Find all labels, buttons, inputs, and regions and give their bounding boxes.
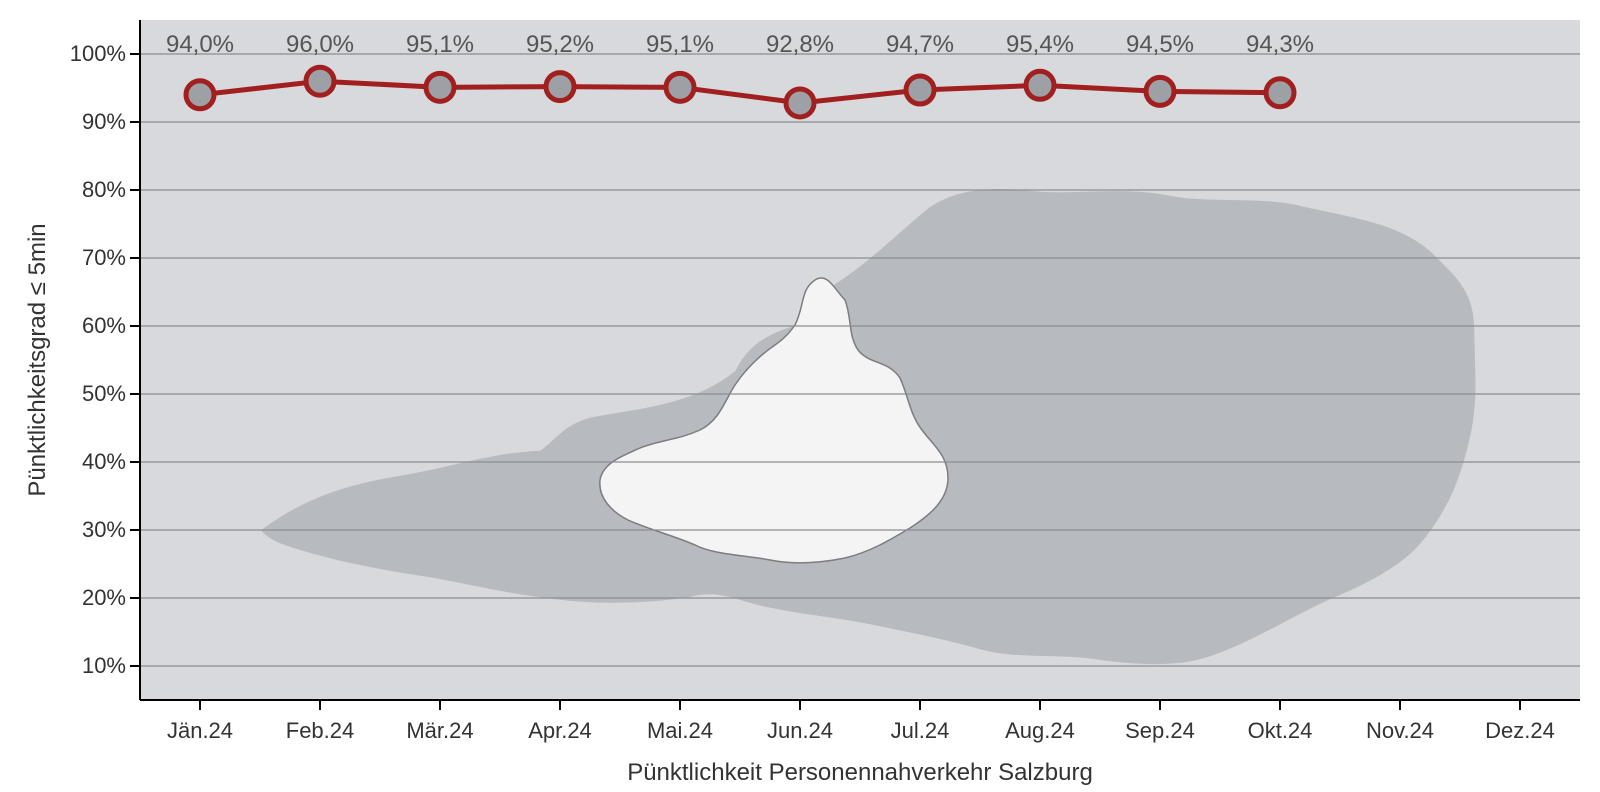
data-marker: [1266, 79, 1294, 107]
value-label: 95,1%: [646, 31, 714, 58]
y-tick-label: 90%: [82, 109, 126, 134]
x-tick-label: Nov.24: [1366, 718, 1434, 743]
y-tick-label: 50%: [82, 381, 126, 406]
y-tick-label: 40%: [82, 449, 126, 474]
y-tick-label: 10%: [82, 653, 126, 678]
data-marker: [426, 73, 454, 101]
x-tick-label: Mär.24: [406, 718, 473, 743]
value-label: 94,5%: [1126, 31, 1194, 58]
x-tick-label: Sep.24: [1125, 718, 1195, 743]
x-tick-label: Mai.24: [647, 718, 713, 743]
data-marker: [906, 76, 934, 104]
x-tick-label: Jun.24: [767, 718, 833, 743]
value-label: 95,1%: [406, 31, 474, 58]
x-tick-label: Feb.24: [286, 718, 355, 743]
y-tick-label: 30%: [82, 517, 126, 542]
data-marker: [186, 81, 214, 109]
value-label: 95,2%: [526, 31, 594, 58]
x-tick-label: Jän.24: [167, 718, 233, 743]
value-label: 94,0%: [166, 31, 234, 58]
y-tick-label: 20%: [82, 585, 126, 610]
value-label: 94,7%: [886, 31, 954, 58]
value-label: 94,3%: [1246, 31, 1314, 58]
punctuality-chart: 10% 20% 30% 40% 50% 60% 70% 80% 90% 100% Jän.24 Feb…: [0, 0, 1600, 792]
data-marker: [1026, 71, 1054, 99]
data-marker: [546, 73, 574, 101]
value-label: 96,0%: [286, 31, 354, 58]
x-axis-label: Pünktlichkeit Personennahverkehr Salzbur…: [627, 759, 1093, 786]
data-marker: [1146, 77, 1174, 105]
data-marker: [306, 67, 334, 95]
value-label: 95,4%: [1006, 31, 1074, 58]
x-tick-label: Apr.24: [528, 718, 592, 743]
y-tick-label: 100%: [70, 41, 126, 66]
y-tick-label: 70%: [82, 245, 126, 270]
y-axis-label: Pünktlichkeitsgrad ≤ 5min: [24, 223, 51, 496]
x-tick-label: Aug.24: [1005, 718, 1075, 743]
value-label: 92,8%: [766, 31, 834, 58]
x-tick-label: Dez.24: [1485, 718, 1555, 743]
x-tick-label: Jul.24: [891, 718, 950, 743]
y-tick-label: 60%: [82, 313, 126, 338]
data-marker: [666, 73, 694, 101]
data-marker: [786, 89, 814, 117]
x-tick-label: Okt.24: [1248, 718, 1313, 743]
y-tick-label: 80%: [82, 177, 126, 202]
